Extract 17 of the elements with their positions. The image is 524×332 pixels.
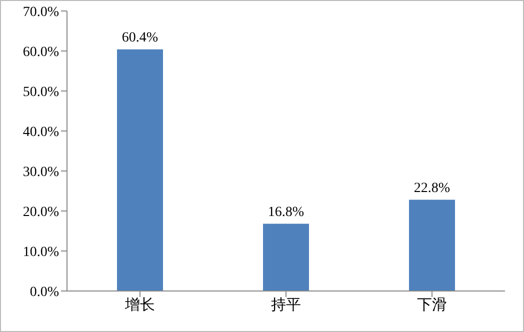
y-tick-label: 60.0% (22, 44, 60, 60)
x-tick-label: 增长 (124, 296, 155, 314)
y-tick-label: 40.0% (22, 124, 60, 140)
data-label: 16.8% (268, 204, 304, 220)
x-tick-label: 持平 (271, 296, 301, 314)
bar (263, 224, 309, 291)
y-tick-label: 0.0% (30, 284, 60, 300)
y-tick-label: 70.0% (22, 4, 60, 20)
x-tick-label: 下滑 (417, 296, 447, 314)
y-tick-label: 10.0% (22, 244, 60, 260)
bar (117, 49, 163, 291)
data-label: 60.4% (122, 30, 158, 46)
bar (409, 200, 455, 291)
data-label: 22.8% (414, 180, 450, 196)
y-tick-label: 50.0% (22, 84, 60, 100)
y-tick-label: 20.0% (22, 204, 60, 220)
y-tick-label: 30.0% (22, 164, 60, 180)
